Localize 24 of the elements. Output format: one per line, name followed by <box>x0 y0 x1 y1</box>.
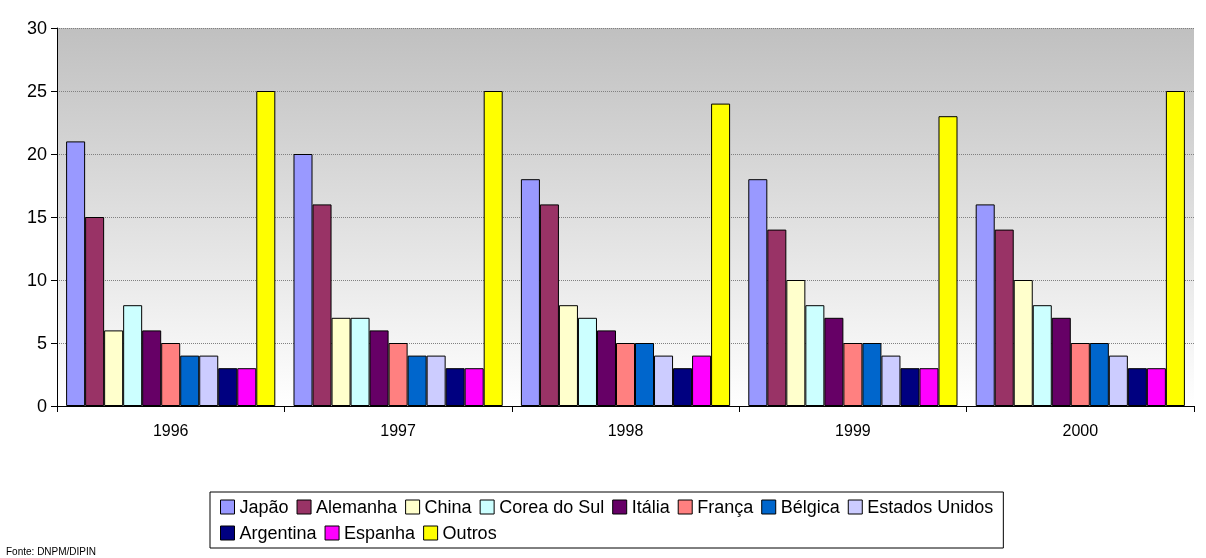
y-tick-label: 0 <box>36 396 47 416</box>
x-tick-label: 1998 <box>607 421 644 439</box>
y-tick-label: 25 <box>26 81 47 101</box>
legend-label: Corea do Sul <box>499 497 605 517</box>
y-tick-label: 15 <box>26 207 47 227</box>
legend-label: Estados Unidos <box>867 497 994 517</box>
legend-label: China <box>424 497 473 517</box>
y-tick-label: 20 <box>26 144 47 164</box>
legend-label: Argentina <box>239 523 318 543</box>
legend-label: Alemanha <box>316 497 399 517</box>
legend-label: Espanha <box>344 523 417 543</box>
source-note: Fonte: DNPM/DIPIN <box>6 545 97 557</box>
x-tick-label: 2000 <box>1062 421 1099 439</box>
legend-label: Bélgica <box>780 497 841 517</box>
legend-label: Outros <box>442 523 497 543</box>
x-tick-label: 1997 <box>380 421 416 439</box>
y-tick-label: 10 <box>26 270 47 290</box>
legend-label: França <box>697 497 755 517</box>
x-tick-label: 1999 <box>835 421 871 439</box>
legend-label: Itália <box>631 497 671 517</box>
y-tick-label: 30 <box>26 18 47 38</box>
x-tick-label: 1996 <box>152 421 189 439</box>
legend-label: Japão <box>239 497 289 517</box>
y-tick-label: 5 <box>36 333 47 353</box>
